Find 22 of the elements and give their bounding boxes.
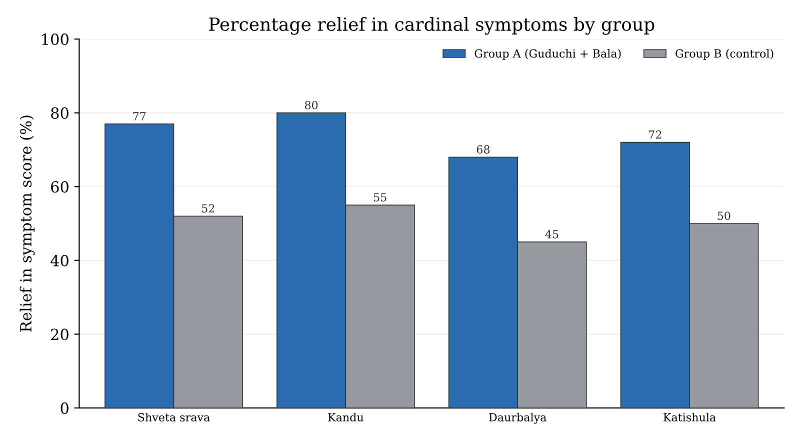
y-axis-title: Relief in symptom score (%) <box>20 116 35 332</box>
y-tick-label: 20 <box>51 328 68 340</box>
x-tick-label: Katishula <box>664 412 716 422</box>
y-tick-label: 80 <box>51 107 68 119</box>
data-label: 55 <box>374 193 386 202</box>
chart-title: Percentage relief in cardinal symptoms by group <box>209 17 654 35</box>
legend-label: Group A (Guduchi + Bala) <box>474 49 621 60</box>
data-label: 80 <box>304 100 318 110</box>
data-label: 68 <box>476 145 490 154</box>
data-label: 45 <box>545 230 558 238</box>
y-tick-label: 60 <box>51 181 68 193</box>
data-label: 50 <box>718 212 730 220</box>
data-label: 52 <box>202 204 214 213</box>
data-label: 72 <box>649 130 662 139</box>
y-tick-label: 100 <box>42 34 68 46</box>
legend-label: Group B (control) <box>676 49 774 60</box>
y-tick-label: 0 <box>60 402 68 414</box>
x-tick-label: Daurbalya <box>489 412 546 424</box>
x-tick-label: Kandu <box>328 412 364 422</box>
data-label: 77 <box>133 112 146 120</box>
y-tick-label: 40 <box>50 254 68 266</box>
x-tick-label: Shveta srava <box>138 412 210 422</box>
